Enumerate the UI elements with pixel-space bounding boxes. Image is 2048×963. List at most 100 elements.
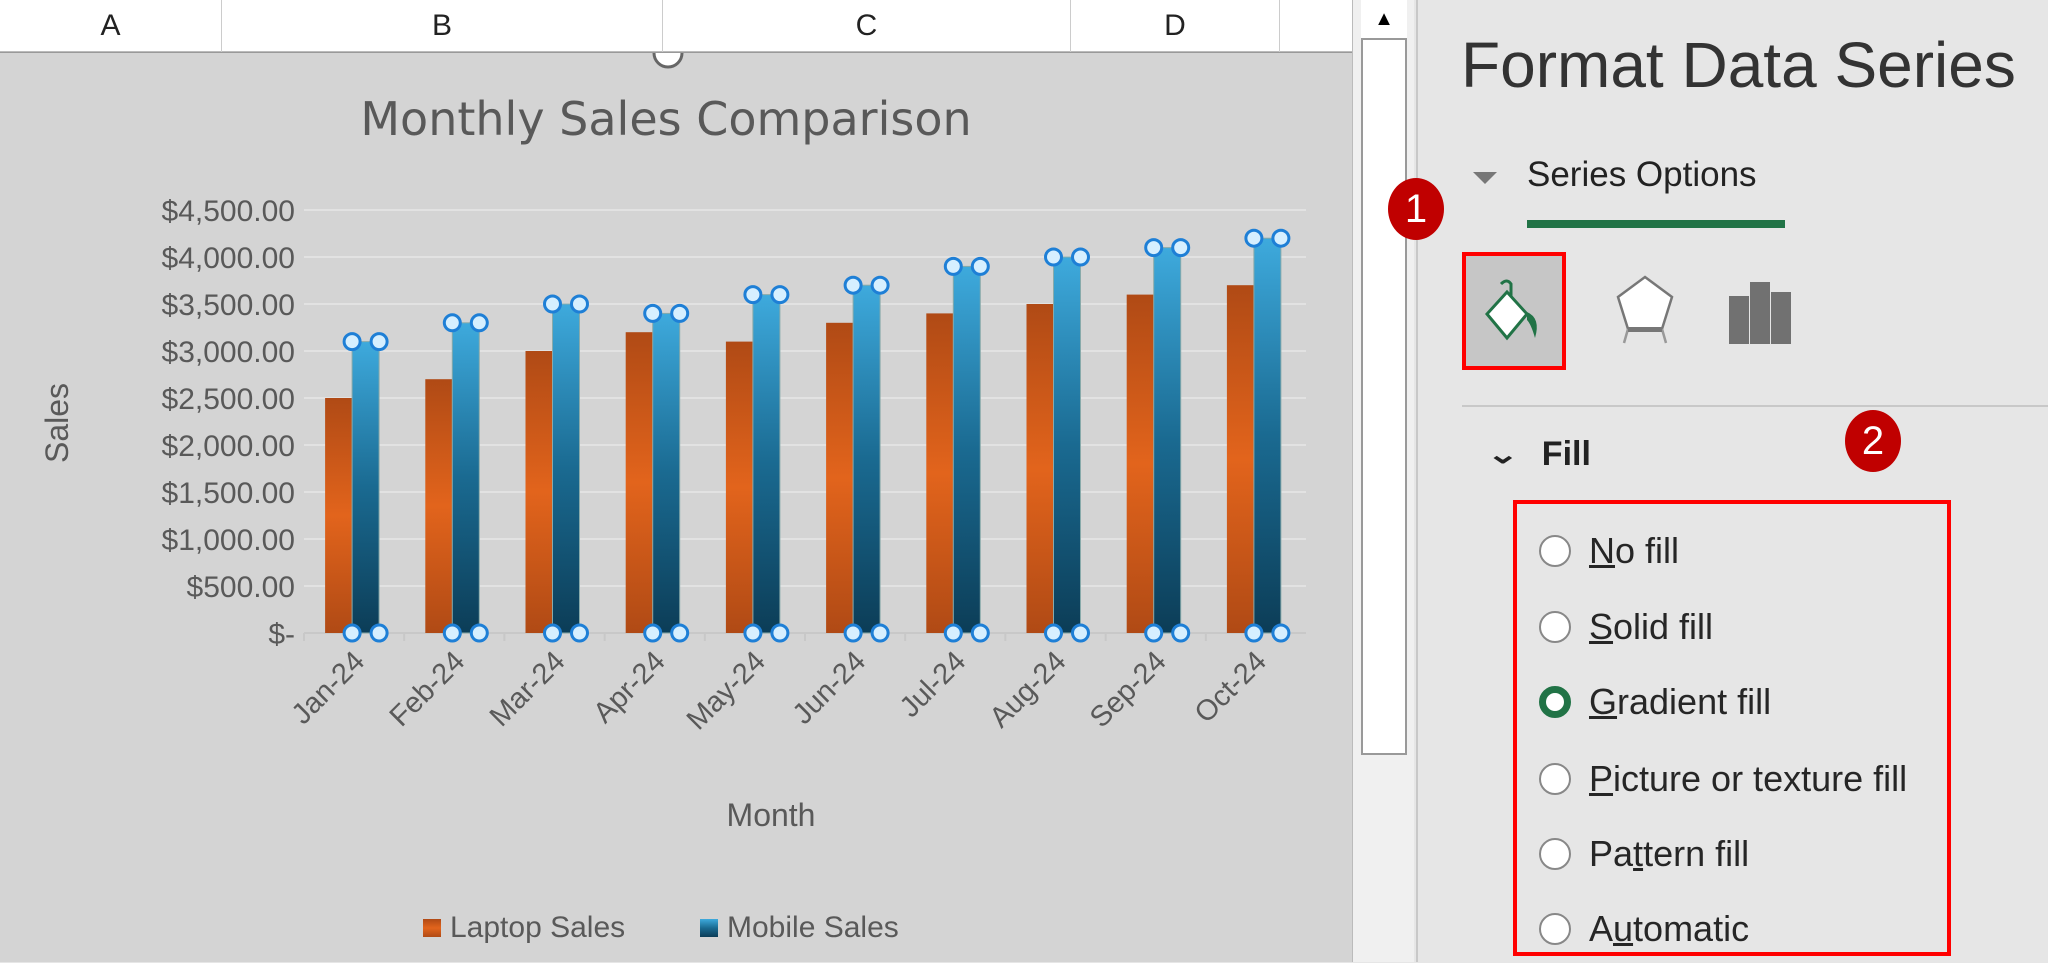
selection-handle[interactable] bbox=[469, 623, 489, 643]
bar-mobile-sales[interactable] bbox=[351, 341, 380, 634]
selection-handle[interactable] bbox=[743, 285, 763, 305]
radio-circle[interactable] bbox=[1539, 838, 1571, 870]
selection-handle[interactable] bbox=[342, 332, 362, 352]
selection-handle[interactable] bbox=[670, 303, 690, 323]
fill-section-header[interactable]: ⌄ Fill bbox=[1487, 435, 1591, 474]
selection-handle[interactable] bbox=[670, 623, 690, 643]
fill-option-radio[interactable]: Picture or texture fill bbox=[1539, 758, 1907, 800]
bar-laptop-sales[interactable] bbox=[1126, 294, 1154, 633]
chart-title[interactable]: Monthly Sales Comparison bbox=[360, 92, 971, 146]
selection-handle[interactable] bbox=[943, 623, 963, 643]
selection-handle[interactable] bbox=[843, 623, 863, 643]
fill-line-button[interactable] bbox=[1462, 252, 1566, 370]
radio-circle[interactable] bbox=[1539, 686, 1571, 718]
selection-handle[interactable] bbox=[1271, 623, 1291, 643]
series-options-underline bbox=[1527, 220, 1785, 228]
selection-handle[interactable] bbox=[970, 256, 990, 276]
bar-mobile-sales[interactable] bbox=[552, 303, 580, 634]
selection-handle[interactable] bbox=[369, 332, 389, 352]
selection-handle[interactable] bbox=[943, 256, 963, 276]
effects-button[interactable] bbox=[1593, 252, 1697, 370]
x-axis-title[interactable]: Month bbox=[727, 797, 816, 833]
bar-mobile-sales[interactable] bbox=[852, 284, 881, 634]
bar-laptop-sales[interactable] bbox=[725, 341, 753, 633]
fill-option-radio[interactable]: Solid fill bbox=[1539, 606, 1713, 648]
selection-handle[interactable] bbox=[1044, 247, 1063, 267]
radio-circle[interactable] bbox=[1539, 611, 1571, 643]
selection-handle[interactable] bbox=[743, 623, 763, 643]
collapse-triangle-icon[interactable] bbox=[1473, 172, 1497, 184]
column-header-c[interactable]: C bbox=[663, 0, 1071, 52]
selection-handle[interactable] bbox=[1071, 247, 1090, 267]
fill-option-radio[interactable]: Automatic bbox=[1539, 908, 1749, 950]
column-header-d[interactable]: D bbox=[1071, 0, 1280, 52]
scrollbar-track[interactable] bbox=[1361, 0, 1407, 755]
selection-handle[interactable] bbox=[870, 623, 890, 643]
fill-option-radio[interactable]: Gradient fill bbox=[1539, 681, 1771, 723]
fill-option-radio[interactable]: No fill bbox=[1539, 530, 1679, 572]
selection-handle[interactable] bbox=[643, 623, 663, 643]
bar-laptop-sales[interactable] bbox=[926, 313, 954, 633]
selection-handle[interactable] bbox=[770, 285, 790, 305]
bar-laptop-sales[interactable] bbox=[325, 398, 353, 633]
column-header-b[interactable]: B bbox=[222, 0, 663, 52]
bar-laptop-sales[interactable] bbox=[826, 322, 854, 633]
selection-handle[interactable] bbox=[843, 275, 863, 295]
bar-mobile-sales[interactable] bbox=[451, 322, 480, 634]
selection-handle[interactable] bbox=[442, 623, 462, 643]
y-tick-label: $1,500.00 bbox=[162, 477, 295, 510]
legend[interactable]: Laptop Sales Mobile Sales bbox=[423, 911, 899, 944]
x-tick-label: Oct-24 bbox=[1189, 645, 1273, 729]
selection-handle[interactable] bbox=[342, 623, 362, 643]
bar-mobile-sales[interactable] bbox=[1253, 237, 1282, 634]
series-options-button[interactable] bbox=[1708, 252, 1812, 370]
bar-mobile-sales[interactable] bbox=[952, 265, 981, 634]
selection-handle[interactable] bbox=[1244, 228, 1264, 248]
selection-handle[interactable] bbox=[1271, 228, 1291, 248]
radio-circle[interactable] bbox=[1539, 535, 1571, 567]
radio-circle[interactable] bbox=[1539, 913, 1571, 945]
bar-laptop-sales[interactable] bbox=[1226, 285, 1254, 633]
scroll-up-arrow-icon[interactable]: ▲ bbox=[1361, 0, 1407, 40]
y-tick-label: $2,000.00 bbox=[162, 430, 295, 463]
chart-area[interactable]: Monthly Sales Comparison $- $500.00 $1,000… bbox=[0, 52, 1352, 962]
selection-handle[interactable] bbox=[643, 303, 663, 323]
selection-handle[interactable] bbox=[570, 623, 589, 643]
selection-handle[interactable] bbox=[770, 623, 790, 643]
bar-mobile-sales[interactable] bbox=[752, 294, 781, 634]
selection-handle[interactable] bbox=[970, 623, 990, 643]
bar-laptop-sales[interactable] bbox=[1026, 304, 1054, 633]
selection-handle[interactable] bbox=[870, 275, 890, 295]
bar-laptop-sales[interactable] bbox=[625, 332, 653, 633]
selection-handle[interactable] bbox=[469, 313, 489, 333]
bar-mobile-sales[interactable] bbox=[1053, 256, 1081, 634]
chevron-down-icon: ⌄ bbox=[1486, 439, 1520, 469]
bar-mobile-sales[interactable] bbox=[652, 312, 681, 634]
bar-laptop-sales[interactable] bbox=[425, 379, 453, 633]
radio-circle[interactable] bbox=[1539, 763, 1571, 795]
x-tick-label: May-24 bbox=[681, 645, 772, 736]
selection-handle[interactable] bbox=[1071, 623, 1090, 643]
option-label: Automatic bbox=[1589, 908, 1749, 950]
series-options-tab[interactable]: Series Options bbox=[1527, 155, 1757, 194]
legend-label-laptop: Laptop Sales bbox=[450, 911, 625, 944]
selection-handle[interactable] bbox=[442, 313, 462, 333]
selection-handle[interactable] bbox=[1144, 623, 1164, 643]
selection-handle[interactable] bbox=[1144, 238, 1164, 258]
y-axis-title[interactable]: Sales bbox=[39, 383, 75, 463]
column-header-a[interactable]: A bbox=[0, 0, 222, 52]
bar-laptop-sales[interactable] bbox=[525, 351, 553, 633]
option-label: Gradient fill bbox=[1589, 681, 1771, 723]
selection-handle[interactable] bbox=[543, 294, 562, 314]
chart-resize-handle-top[interactable] bbox=[652, 53, 684, 69]
selection-handle[interactable] bbox=[369, 623, 389, 643]
selection-handle[interactable] bbox=[1171, 238, 1191, 258]
selection-handle[interactable] bbox=[543, 623, 562, 643]
selection-handle[interactable] bbox=[570, 294, 589, 314]
selection-handle[interactable] bbox=[1244, 623, 1264, 643]
fill-option-radio[interactable]: Pattern fill bbox=[1539, 833, 1749, 875]
selection-handle[interactable] bbox=[1171, 623, 1191, 643]
vertical-scrollbar[interactable]: ▲ bbox=[1352, 0, 1414, 962]
bar-mobile-sales[interactable] bbox=[1153, 247, 1182, 634]
selection-handle[interactable] bbox=[1044, 623, 1063, 643]
